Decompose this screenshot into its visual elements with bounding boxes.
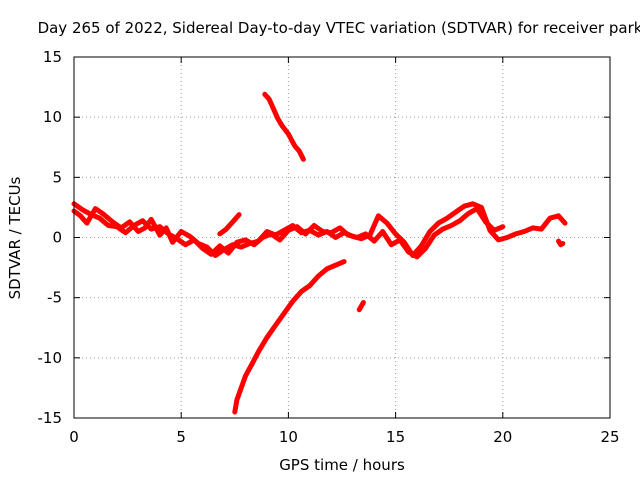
y-tick-label-4: 5	[52, 168, 62, 186]
y-tick-label-1: -10	[38, 349, 63, 367]
series-line-main-band-b	[71, 201, 506, 260]
y-tick-label-6: 15	[43, 48, 62, 66]
x-axis-label: GPS time / hours	[279, 456, 405, 474]
series-line-falling-segment	[262, 91, 306, 162]
y-tick-label-3: 0	[52, 229, 62, 247]
data-series	[71, 91, 568, 415]
y-tick-label-2: -5	[47, 289, 62, 307]
series-line-short-fragment-1	[217, 212, 242, 237]
series-line-short-fragment-3	[556, 238, 566, 248]
x-tick-label-0: 0	[69, 428, 79, 446]
x-tick-label-4: 20	[493, 428, 512, 446]
axis-ticks: 0 5 10 15 20 25 -15 -10 -5 0 5 10 15	[38, 48, 620, 446]
chart-title: Day 265 of 2022, Sidereal Day-to-day VTE…	[38, 19, 640, 37]
y-axis-label: SDTVAR / TECUs	[6, 176, 24, 299]
grid-lines	[74, 57, 610, 418]
x-tick-label-5: 25	[600, 428, 619, 446]
series-line-rising-arc	[232, 259, 347, 415]
series-line-short-fragment-2	[356, 300, 366, 313]
x-tick-label-1: 5	[176, 428, 186, 446]
x-tick-label-3: 15	[386, 428, 405, 446]
y-tick-label-0: -15	[38, 409, 63, 427]
series-line-main-band-a	[71, 201, 568, 258]
x-tick-label-2: 10	[279, 428, 298, 446]
y-tick-label-5: 10	[43, 108, 62, 126]
